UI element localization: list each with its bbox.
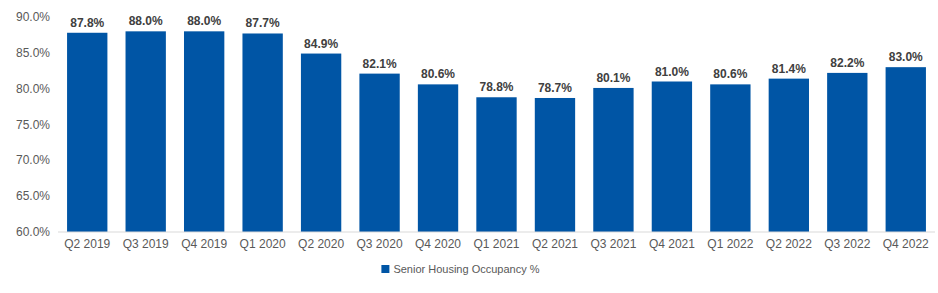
data-label: 83.0% bbox=[889, 50, 923, 64]
bar bbox=[710, 84, 750, 232]
data-label: 88.0% bbox=[129, 14, 163, 28]
y-tick-label: 70.0% bbox=[16, 153, 50, 167]
x-tick-label: Q3 2020 bbox=[357, 237, 403, 251]
bar bbox=[301, 54, 341, 232]
data-label: 87.8% bbox=[70, 16, 104, 30]
data-label: 80.6% bbox=[421, 67, 455, 81]
x-axis-line bbox=[58, 232, 935, 233]
bar bbox=[769, 79, 809, 232]
bar bbox=[535, 98, 575, 232]
y-tick-label: 75.0% bbox=[16, 118, 50, 132]
bar bbox=[886, 67, 926, 232]
y-tick-label: 80.0% bbox=[16, 82, 50, 96]
data-label: 88.0% bbox=[187, 14, 221, 28]
bar bbox=[242, 33, 282, 232]
data-label: 78.8% bbox=[479, 80, 513, 94]
x-tick-label: Q2 2021 bbox=[532, 237, 578, 251]
data-label: 82.2% bbox=[830, 56, 864, 70]
legend: Senior Housing Occupancy % bbox=[381, 263, 539, 275]
legend-swatch bbox=[381, 265, 389, 273]
x-tick-label: Q4 2021 bbox=[649, 237, 695, 251]
x-tick-label: Q4 2019 bbox=[181, 237, 227, 251]
data-label: 81.4% bbox=[772, 62, 806, 76]
data-label: 78.7% bbox=[538, 81, 572, 95]
x-tick-label: Q2 2022 bbox=[766, 237, 812, 251]
data-label: 84.9% bbox=[304, 37, 338, 51]
x-tick-label: Q3 2022 bbox=[824, 237, 870, 251]
legend-label: Senior Housing Occupancy % bbox=[393, 263, 539, 275]
x-tick-label: Q2 2019 bbox=[64, 237, 110, 251]
y-tick-label: 90.0% bbox=[16, 10, 50, 24]
bar bbox=[593, 88, 633, 232]
bar bbox=[827, 73, 867, 232]
bar bbox=[476, 97, 516, 232]
chart: 60.0% 65.0% 70.0% 75.0% 80.0% 85.0% 90.0% 87.8%… bbox=[0, 0, 938, 293]
x-tick-label: Q3 2019 bbox=[123, 237, 169, 251]
bar bbox=[359, 74, 399, 232]
bar bbox=[126, 31, 166, 232]
data-label: 80.6% bbox=[713, 67, 747, 81]
data-label: 81.0% bbox=[655, 65, 689, 79]
x-tick-label: Q1 2020 bbox=[240, 237, 286, 251]
x-tick-label: Q3 2021 bbox=[590, 237, 636, 251]
x-tick-label: Q2 2020 bbox=[298, 237, 344, 251]
x-tick-label: Q4 2022 bbox=[883, 237, 929, 251]
y-tick-label: 85.0% bbox=[16, 46, 50, 60]
data-label: 87.7% bbox=[246, 16, 280, 30]
bar bbox=[67, 33, 107, 232]
y-tick-label: 60.0% bbox=[16, 225, 50, 239]
bar bbox=[418, 84, 458, 232]
bars bbox=[67, 31, 926, 232]
x-tick-label: Q1 2021 bbox=[473, 237, 519, 251]
x-tick-label: Q4 2020 bbox=[415, 237, 461, 251]
bar bbox=[652, 82, 692, 233]
x-tick-label: Q1 2022 bbox=[707, 237, 753, 251]
data-label: 80.1% bbox=[596, 71, 630, 85]
y-tick-label: 65.0% bbox=[16, 189, 50, 203]
data-label: 82.1% bbox=[363, 57, 397, 71]
bar bbox=[184, 31, 224, 232]
